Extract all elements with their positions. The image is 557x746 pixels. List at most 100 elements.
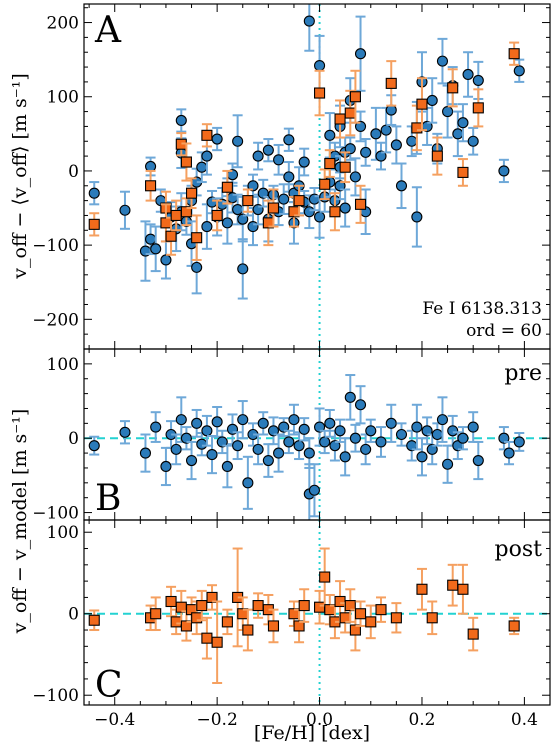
post-point-c bbox=[252, 600, 264, 612]
post-point-c bbox=[314, 601, 326, 613]
pre-point-b bbox=[242, 477, 254, 489]
x-tick-label: −0.2 bbox=[197, 710, 238, 730]
pre-point-b bbox=[216, 436, 228, 448]
pre-point-a bbox=[390, 139, 402, 151]
post-point-a bbox=[180, 206, 192, 218]
pre-point-a bbox=[221, 217, 233, 229]
pre-point-b bbox=[421, 425, 433, 437]
y-tick-label-c: 0 bbox=[68, 605, 79, 625]
pre-point-b bbox=[442, 458, 454, 470]
pre-point-a bbox=[380, 124, 392, 136]
pre-point-a bbox=[252, 150, 264, 162]
points-b bbox=[88, 374, 525, 520]
post-point-a bbox=[160, 217, 172, 229]
pre-point-a bbox=[201, 150, 213, 162]
pre-point-b bbox=[324, 417, 336, 429]
post-point-a bbox=[221, 181, 233, 193]
pre-point-b bbox=[339, 451, 351, 463]
pre-point-b bbox=[411, 421, 423, 433]
pre-point-a bbox=[191, 261, 203, 273]
data-points bbox=[88, 4, 525, 684]
pre-point-b bbox=[211, 416, 223, 428]
pre-point-a bbox=[232, 135, 244, 147]
post-point-a bbox=[416, 98, 428, 110]
labels: A B C Fe I 6138.313 ord = 60 pre post [F… bbox=[9, 10, 542, 744]
x-tick-label: 0.2 bbox=[408, 710, 435, 730]
y-axis-label-bottom: v_off − v_model [m s⁻¹] bbox=[9, 409, 31, 635]
pre-point-b bbox=[395, 428, 408, 441]
pre-point-b bbox=[308, 484, 320, 496]
post-point-c bbox=[426, 612, 438, 624]
points-c bbox=[88, 547, 520, 684]
pre-point-b bbox=[262, 454, 274, 467]
pre-point-a bbox=[344, 143, 356, 155]
pre-point-b bbox=[426, 443, 438, 455]
pre-point-a bbox=[436, 55, 449, 67]
pre-point-a bbox=[262, 144, 274, 156]
post-point-c bbox=[349, 624, 361, 636]
post-point-a bbox=[385, 77, 397, 89]
post-point-a bbox=[211, 209, 223, 222]
post-point-c bbox=[375, 604, 387, 616]
post-point-a bbox=[88, 218, 100, 230]
pre-point-a bbox=[426, 94, 438, 107]
post-point-a bbox=[349, 91, 361, 103]
pre-point-b bbox=[319, 436, 331, 448]
pre-point-a bbox=[196, 161, 208, 173]
pre-point-b bbox=[196, 438, 208, 450]
pre-point-b bbox=[252, 443, 264, 455]
pre-point-a bbox=[232, 203, 244, 216]
post-point-c bbox=[344, 600, 356, 612]
pre-point-b bbox=[185, 454, 198, 467]
post-point-c bbox=[365, 616, 377, 628]
post-point-a bbox=[411, 122, 423, 134]
pre-point-b bbox=[344, 391, 356, 403]
pre-point-a bbox=[375, 150, 387, 162]
post-label: post bbox=[495, 537, 543, 562]
pre-point-a bbox=[406, 135, 418, 147]
pre-point-b bbox=[498, 432, 510, 444]
pre-point-b bbox=[467, 421, 479, 433]
pre-point-a bbox=[339, 202, 351, 214]
post-point-c bbox=[267, 620, 280, 632]
post-point-c bbox=[221, 616, 233, 628]
pre-point-a bbox=[303, 206, 315, 218]
post-point-c bbox=[206, 591, 218, 603]
pre-point-a bbox=[303, 15, 315, 27]
post-point-c bbox=[467, 628, 479, 640]
y-tick-label-b: −100 bbox=[32, 504, 79, 524]
post-point-a bbox=[267, 202, 280, 214]
pre-point-a bbox=[150, 243, 162, 255]
pre-point-b bbox=[283, 436, 295, 448]
pre-point-b bbox=[170, 443, 182, 455]
y-tick-label-a: −200 bbox=[32, 310, 79, 330]
post-point-a bbox=[472, 102, 484, 114]
post-point-a bbox=[201, 129, 213, 141]
x-tick-label: 0.0 bbox=[306, 710, 333, 730]
post-point-a bbox=[329, 206, 341, 218]
pre-point-b bbox=[503, 447, 515, 459]
pre-point-a bbox=[324, 129, 336, 141]
post-point-c bbox=[508, 620, 520, 632]
pre-point-b bbox=[273, 447, 285, 459]
post-point-a bbox=[165, 230, 177, 242]
post-point-c bbox=[88, 614, 100, 626]
pre-point-a bbox=[273, 154, 285, 166]
post-point-a bbox=[293, 195, 305, 207]
pre-point-b bbox=[329, 440, 341, 452]
pre-point-a bbox=[211, 133, 223, 145]
pre-point-b bbox=[160, 460, 172, 473]
post-point-a bbox=[447, 82, 459, 94]
pre-point-b bbox=[457, 432, 469, 444]
pre-point-b bbox=[431, 428, 443, 441]
order-annotation: ord = 60 bbox=[466, 321, 542, 341]
post-point-a bbox=[431, 150, 443, 162]
panel-letter-a: A bbox=[94, 10, 122, 51]
pre-point-a bbox=[395, 180, 408, 192]
post-point-c bbox=[201, 632, 213, 644]
pre-point-b bbox=[278, 421, 290, 433]
pre-point-b bbox=[206, 449, 218, 461]
pre-point-b bbox=[150, 421, 162, 433]
x-tick-label: 0.4 bbox=[511, 710, 538, 730]
